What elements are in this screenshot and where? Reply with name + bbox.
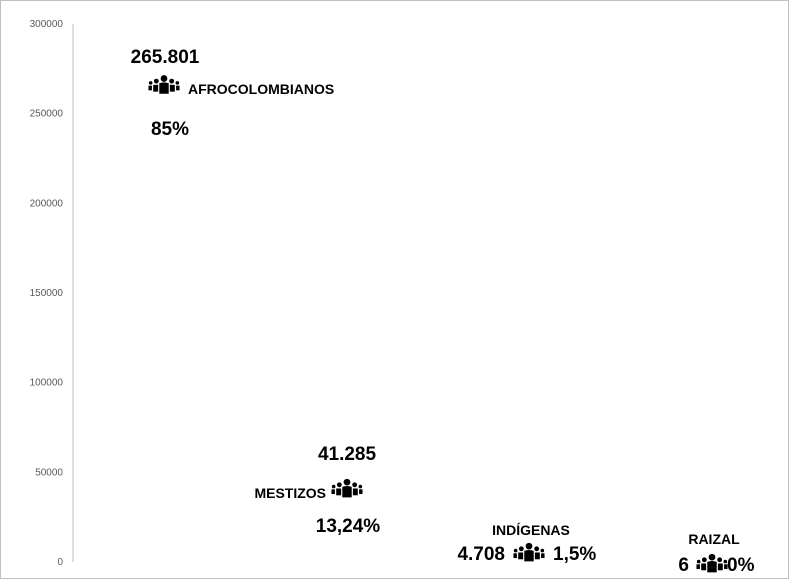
data-point: 41.285 MESTIZOS 13,24%	[254, 444, 380, 537]
value-label: 4.708	[457, 544, 505, 565]
data-points: 265.801 AFROCOLOMBIANOS 85% 41.285 MESTIZOS 1…	[131, 47, 755, 576]
value-label: 6	[678, 555, 689, 576]
y-tick-label: 100000	[30, 378, 64, 389]
value-label: 265.801	[131, 47, 200, 68]
y-tick-label: 250000	[30, 109, 64, 120]
category-label: RAIZAL	[688, 531, 740, 547]
people-group-icon	[513, 542, 545, 562]
data-point: 4.708 INDÍGENAS 1,5%	[457, 522, 596, 565]
percent-label: 13,24%	[316, 516, 381, 537]
y-tick-label: 50000	[35, 467, 63, 478]
people-group-icon	[148, 75, 180, 94]
y-axis-ticks: 0 50000 100000 150000 200000 250000 300000	[30, 19, 64, 568]
people-group-icon	[331, 478, 363, 498]
percent-label: 0%	[727, 555, 755, 576]
y-tick-label: 0	[57, 557, 63, 568]
value-label: 41.285	[318, 444, 377, 465]
category-label: AFROCOLOMBIANOS	[188, 81, 334, 97]
category-label: MESTIZOS	[254, 485, 326, 501]
percent-label: 85%	[151, 119, 189, 140]
data-point: 265.801 AFROCOLOMBIANOS 85%	[131, 47, 335, 140]
y-tick-label: 200000	[30, 198, 64, 209]
y-tick-label: 300000	[30, 19, 64, 30]
data-point: 6 RAIZAL 0%	[678, 531, 754, 576]
y-tick-label: 150000	[30, 288, 64, 299]
people-group-icon	[696, 553, 728, 573]
category-label: INDÍGENAS	[492, 522, 570, 538]
percent-label: 1,5%	[553, 544, 596, 565]
